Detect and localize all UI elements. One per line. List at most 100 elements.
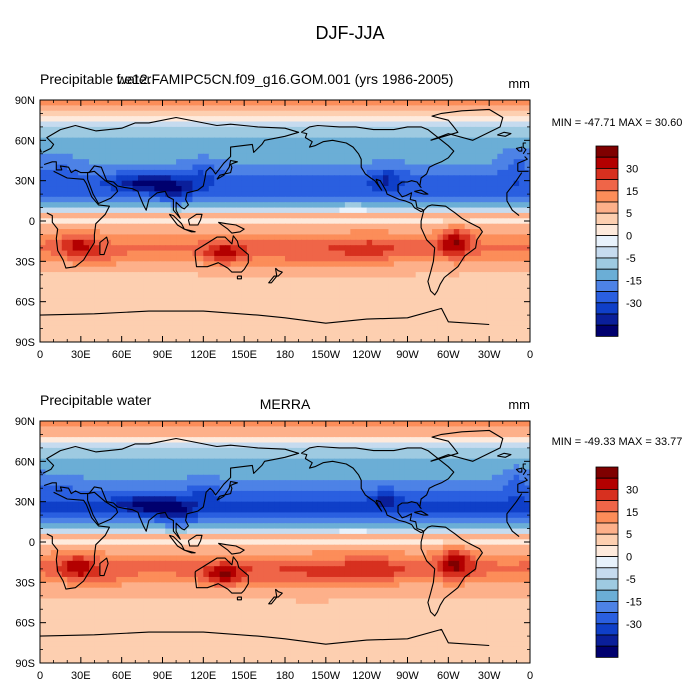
field-cell [78, 282, 85, 289]
field-cell [138, 218, 145, 225]
field-cell [350, 110, 357, 117]
field-cell [72, 293, 79, 300]
field-cell [508, 212, 515, 219]
field-cell [355, 239, 362, 246]
field-cell [94, 255, 101, 262]
field-cell [45, 169, 52, 176]
field-cell [339, 442, 346, 449]
field-cell [154, 169, 161, 176]
field-cell [176, 148, 183, 155]
field-cell [45, 186, 52, 193]
field-cell [236, 298, 243, 305]
field-cell [56, 437, 63, 444]
field-cell [404, 255, 411, 262]
field-cell [143, 191, 150, 198]
field-cell [448, 293, 455, 300]
field-cell [491, 458, 498, 465]
field-cell [176, 175, 183, 182]
field-cell [519, 336, 526, 342]
field-cell [513, 320, 520, 327]
field-cell [295, 255, 302, 262]
field-cell [377, 288, 384, 295]
field-cell [410, 110, 417, 117]
field-cell [99, 110, 106, 117]
field-cell [388, 153, 395, 160]
field-cell [214, 202, 221, 209]
field-cell [513, 288, 520, 295]
field-cell [317, 272, 324, 279]
field-cell [241, 148, 248, 155]
field-cell [301, 426, 308, 433]
field-cell [110, 293, 117, 300]
field-cell [138, 169, 145, 176]
field-cell [105, 320, 112, 327]
field-cell [197, 261, 204, 268]
field-cell [437, 100, 444, 106]
field-cell [116, 272, 123, 279]
field-cell [481, 164, 488, 171]
field-cell [225, 132, 232, 139]
field-cell [132, 277, 139, 284]
field-cell [192, 180, 199, 187]
field-cell [295, 277, 302, 284]
field-cell [344, 196, 351, 203]
field-cell [67, 126, 74, 133]
field-cell [377, 191, 384, 198]
field-cell [252, 293, 259, 300]
field-cell [404, 282, 411, 289]
field-cell [40, 453, 47, 460]
field-cell [214, 196, 221, 203]
field-cell [99, 186, 106, 193]
field-cell [78, 442, 85, 449]
field-cell [339, 272, 346, 279]
field-cell [285, 331, 292, 338]
field-cell [355, 223, 362, 230]
field-cell [252, 218, 259, 225]
field-cell [83, 116, 90, 123]
field-cell [285, 304, 292, 311]
field-cell [502, 229, 509, 236]
field-cell [421, 180, 428, 187]
field-cell [317, 250, 324, 257]
field-cell [203, 212, 210, 219]
field-cell [323, 293, 330, 300]
field-cell [481, 245, 488, 252]
field-cell [94, 132, 101, 139]
field-cell [230, 293, 237, 300]
field-cell [219, 186, 226, 193]
field-cell [72, 218, 79, 225]
field-cell [121, 325, 128, 332]
field-cell [453, 331, 460, 338]
field-cell [61, 266, 68, 273]
field-cell [399, 148, 406, 155]
field-cell [448, 191, 455, 198]
field-cell [99, 137, 106, 144]
field-cell [197, 293, 204, 300]
field-cell [67, 426, 74, 433]
field-cell [306, 110, 313, 117]
field-cell [448, 186, 455, 193]
field-cell [285, 126, 292, 133]
field-cell [502, 186, 509, 193]
field-cell [67, 250, 74, 257]
field-cell [148, 202, 155, 209]
field-cell [187, 447, 194, 454]
field-cell [50, 186, 57, 193]
field-cell [67, 421, 74, 427]
field-cell [187, 234, 194, 241]
field-cell [208, 196, 215, 203]
field-cell [246, 105, 253, 112]
field-cell [105, 175, 112, 182]
field-cell [230, 447, 237, 454]
field-cell [159, 266, 166, 273]
field-cell [388, 437, 395, 444]
field-cell [187, 212, 194, 219]
field-cell [513, 447, 520, 454]
field-cell [78, 288, 85, 295]
field-cell [197, 148, 204, 155]
field-cell [203, 207, 210, 214]
field-cell [78, 218, 85, 225]
field-cell [481, 223, 488, 230]
field-cell [415, 426, 422, 433]
field-cell [78, 293, 85, 300]
